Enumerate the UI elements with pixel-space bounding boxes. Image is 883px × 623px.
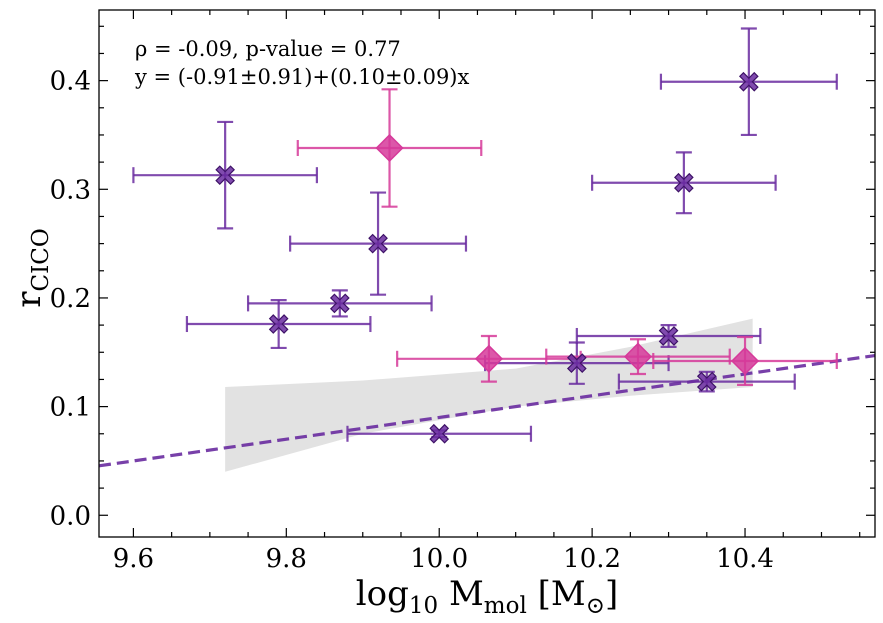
purple-x-marker-3	[368, 233, 388, 254]
y-axis-title-sub: CICO	[28, 228, 54, 291]
magenta-diamond-marker-0	[375, 133, 404, 163]
magenta-diamond-marker-2	[623, 342, 653, 371]
x-tick-label: 9.6	[113, 544, 154, 574]
tick-labels-layer: 9.6 9.8 10.0 10.2 10.4 0.0 0.1 0.2 0.3 0.4	[50, 67, 774, 574]
x-tick-label: 9.8	[266, 544, 307, 574]
y-tick-label: 0.3	[50, 175, 91, 205]
y-axis-title-r: r	[9, 291, 49, 308]
purple-x-marker-6	[658, 326, 679, 346]
purple-x-marker-8	[696, 371, 717, 392]
y-tick-label: 0.0	[50, 501, 91, 531]
annotation-correlation: ρ = -0.09, p-value = 0.77	[135, 37, 401, 61]
y-axis-title: rCICO	[9, 228, 54, 307]
annotation-fit-equation: y = (-0.91±0.91)+(0.10±0.09)x	[134, 65, 469, 89]
purple-x-marker-7	[674, 172, 694, 193]
markers-layer	[215, 71, 760, 444]
x-axis-title-mass: M	[438, 574, 484, 614]
x-axis-title-log: log	[356, 574, 409, 614]
x-tick-label: 10.4	[716, 544, 774, 574]
x-axis-title-unit-open: [M	[527, 574, 586, 614]
x-tick-label: 10.2	[563, 544, 621, 574]
y-tick-label: 0.2	[50, 284, 91, 314]
purple-x-marker-4	[429, 423, 450, 444]
purple-x-marker-2	[329, 293, 350, 314]
x-tick-label: 10.0	[410, 544, 468, 574]
y-tick-label: 0.4	[50, 67, 91, 97]
magenta-diamond-marker-3	[730, 346, 760, 376]
y-tick-label: 0.1	[50, 393, 91, 423]
x-axis-title-unit-sun: ⊙	[586, 593, 605, 619]
purple-x-marker-5	[566, 353, 587, 373]
purple-x-marker-1	[268, 314, 289, 334]
x-axis-title-log-base: 10	[409, 593, 438, 619]
x-axis-title-unit-close: ]	[605, 574, 618, 614]
magenta-diamond-marker-1	[474, 344, 503, 373]
plot-frame	[98, 9, 876, 538]
purple-x-marker-0	[215, 165, 235, 186]
purple-x-marker-9	[739, 71, 759, 92]
x-axis-title: log10 Mmol [M⊙]	[356, 574, 618, 619]
ticks-layer	[99, 10, 875, 537]
x-axis-title-mass-sub: mol	[484, 593, 527, 619]
